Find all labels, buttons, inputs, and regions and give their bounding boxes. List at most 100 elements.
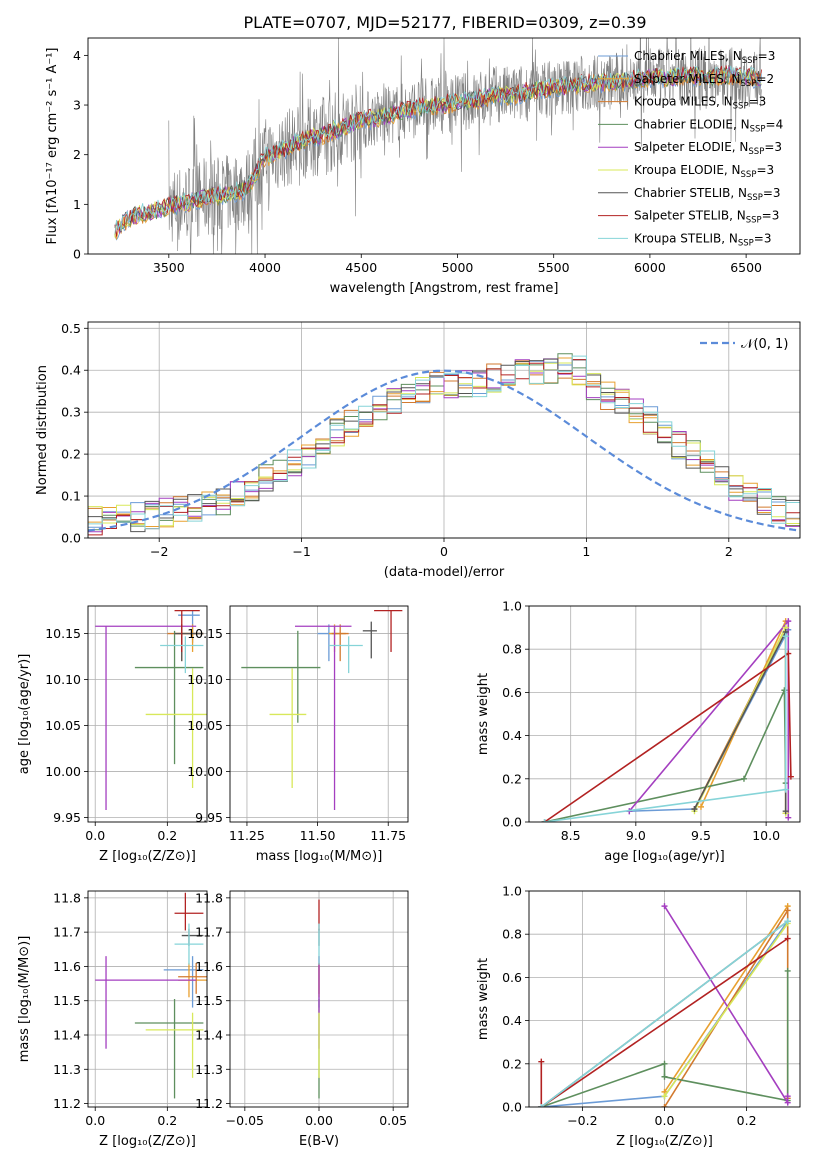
- plot-area: [541, 618, 794, 822]
- errorbar-point: [134, 630, 204, 765]
- x-axis-label: Z [log₁₀(Z/Z⊙)]: [99, 1134, 196, 1149]
- weight-marker: [697, 803, 704, 810]
- weight-series: [544, 636, 787, 822]
- errorbar-point: [362, 621, 377, 659]
- errorbar-point: [145, 668, 207, 788]
- panel-age_vs_mass: 11.25 11.50 11.75 9.95 10.00 10.05 10.10 10.15 m…: [187, 605, 409, 864]
- weight-marker: [785, 814, 792, 821]
- model-spectrum: [114, 66, 762, 235]
- x-tick-label: 0.05: [379, 1113, 407, 1128]
- y-tick-label: 11.6: [53, 959, 81, 974]
- weight-series: [544, 651, 792, 822]
- weight-marker: [785, 618, 792, 625]
- weight-marker: [787, 773, 794, 780]
- y-tick-label: 9.95: [53, 810, 81, 825]
- x-tick-label: 0.00: [305, 1113, 333, 1128]
- weight-marker: [782, 633, 789, 640]
- x-tick-label: 0.0: [85, 1113, 105, 1128]
- weight-marker: [784, 967, 791, 974]
- x-axis-label: wavelength [Angstrom, rest frame]: [330, 281, 559, 296]
- weight-marker: [782, 808, 789, 815]
- y-axis-label: mass [log₁₀(M/M⊙)]: [17, 936, 32, 1063]
- y-tick-label: 11.2: [195, 1096, 223, 1111]
- y-tick-label: 9.95: [195, 810, 223, 825]
- errorbar-point: [174, 923, 204, 965]
- x-tick-label: 6500: [730, 260, 762, 275]
- panel-mass_vs_Z: 0.0 0.2 11.2 11.3 11.4 11.5 11.6 11.7 11.8 Z [log…: [17, 890, 208, 1149]
- y-tick-label: 10.15: [45, 626, 81, 641]
- legend-label: Kroupa ELODIE, NSSP=3: [634, 163, 774, 180]
- x-tick-label: 0.2: [737, 1113, 757, 1128]
- y-axis-label: mass weight: [476, 673, 491, 755]
- x-tick-label: 0: [440, 544, 448, 559]
- x-tick-label: 5000: [442, 260, 474, 275]
- legend-label: Kroupa STELIB, NSSP=3: [634, 231, 772, 248]
- chart-panels: 3500 4000 4500 5000 5500 6000 6500 0 1 2 3 4 wavelen…: [17, 37, 801, 1149]
- y-tick-label: 0.8: [502, 642, 522, 657]
- errorbar-point: [294, 625, 352, 811]
- axes-frame: [528, 605, 801, 823]
- y-tick-label: 0.2: [502, 1056, 522, 1071]
- x-tick-label: 2: [725, 544, 733, 559]
- panel-residual_hist: −2 −1 0 1 2 0.0 0.1 0.2 0.3 0.4 0.5 (data-model)/er…: [35, 321, 801, 580]
- errorbar-point: [328, 624, 346, 652]
- legend-label: Chabrier ELODIE, NSSP=4: [634, 117, 783, 134]
- legend-label: Chabrier STELIB, NSSP=3: [634, 186, 781, 203]
- y-tick-label: 11.4: [195, 1028, 223, 1043]
- errorbar-point: [145, 1012, 204, 1078]
- y-tick-label: 10.05: [187, 718, 223, 733]
- y-tick-label: 11.3: [53, 1062, 81, 1077]
- y-axis-label: age [log₁₀(age/yr)]: [17, 654, 32, 775]
- y-axis-label: Normed distribution: [35, 365, 50, 495]
- weight-series: [544, 689, 787, 822]
- axes-frame: [87, 890, 208, 1108]
- weight-marker: [661, 1093, 668, 1100]
- axes-frame: [229, 605, 409, 823]
- y-tick-label: 10.10: [187, 672, 223, 687]
- x-axis-label: Z [log₁₀(Z/Z⊙)]: [99, 849, 196, 864]
- axes-frame: [87, 605, 208, 823]
- x-tick-label: 8.5: [561, 828, 581, 843]
- weight-marker: [784, 918, 791, 925]
- x-axis-label: mass [log₁₀(M/M⊙)]: [256, 849, 383, 864]
- y-tick-label: 3: [73, 98, 81, 113]
- legend-label: Salpeter ELODIE, NSSP=3: [634, 140, 782, 157]
- weight-marker: [538, 1104, 545, 1107]
- weight-marker: [784, 1093, 791, 1100]
- x-tick-label: 6000: [634, 260, 666, 275]
- y-tick-label: 0.0: [502, 1100, 522, 1115]
- x-axis-label: Z [log₁₀(Z/Z⊙)]: [616, 1134, 713, 1149]
- x-tick-label: −0.05: [226, 1113, 264, 1128]
- x-tick-label: 1: [582, 544, 590, 559]
- x-axis-label: E(B-V): [299, 1134, 339, 1149]
- plot-area: [241, 609, 403, 811]
- x-axis-label: (data-model)/error: [384, 565, 505, 580]
- errorbar-point: [160, 636, 204, 674]
- weight-marker: [661, 903, 668, 910]
- y-tick-label: 0.1: [61, 489, 81, 504]
- errorbar-point: [174, 892, 204, 931]
- weight-marker: [661, 1073, 668, 1080]
- histogram-series: [88, 355, 800, 538]
- y-tick-label: 0.2: [502, 771, 522, 786]
- errorbar-point: [95, 625, 197, 811]
- panel-massweight_vs_Z: −0.2 0.0 0.2 0.0 0.2 0.4 0.6 0.8 1.0 Z [log₁₀(Z/Z…: [476, 884, 801, 1149]
- legend-label: 𝒩(0, 1): [741, 337, 788, 352]
- y-tick-label: 1.0: [502, 884, 522, 899]
- y-tick-label: 11.5: [195, 993, 223, 1008]
- x-tick-label: 0.0: [655, 1113, 675, 1128]
- y-tick-label: 11.6: [195, 959, 223, 974]
- errorbar-point: [374, 609, 403, 652]
- figure-title: PLATE=0707, MJD=52177, FIBERID=0309, z=0…: [243, 13, 646, 32]
- panel-mass_vs_EBV: −0.05 0.00 0.05 11.2 11.3 11.4 11.5 11.6 11.7 11.…: [195, 890, 409, 1149]
- weight-marker: [784, 1099, 791, 1106]
- weight-series: [540, 937, 789, 1107]
- x-tick-label: 5500: [538, 260, 570, 275]
- axes-frame: [87, 321, 801, 539]
- y-tick-label: 0.6: [502, 970, 522, 985]
- y-tick-label: 1: [73, 197, 81, 212]
- model-spectrum: [114, 65, 762, 234]
- y-tick-label: 11.5: [53, 993, 81, 1008]
- spectrum-legend: Chabrier MILES, NSSP=3 Salpeter MILES, NS…: [598, 49, 783, 248]
